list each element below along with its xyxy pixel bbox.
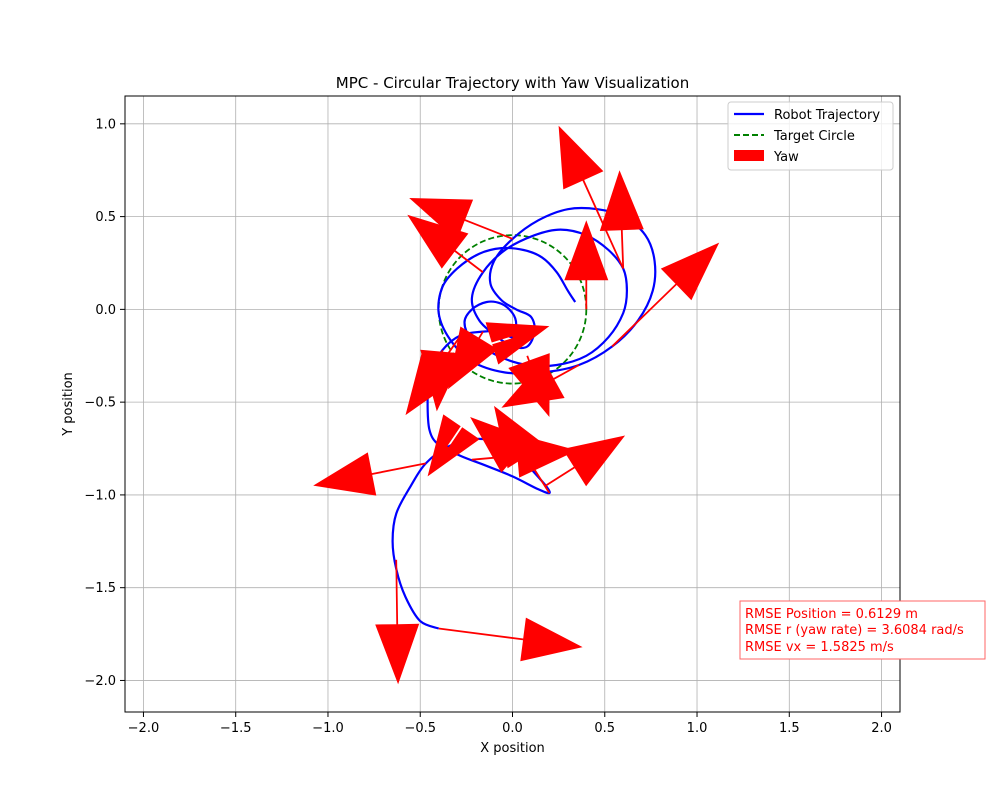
- y-tick-label: −2.0: [84, 674, 116, 689]
- yaw-arrow: [611, 242, 720, 348]
- y-tick-label: −0.5: [84, 396, 116, 411]
- plot-area: [313, 125, 720, 685]
- x-tick-label: −1.5: [220, 721, 252, 736]
- rmse-vx-text: RMSE vx = 1.5825 m/s: [745, 640, 894, 655]
- rmse-position-text: RMSE Position = 0.6129 m: [745, 607, 918, 622]
- yaw-arrow: [313, 452, 426, 496]
- yaw-arrow: [375, 559, 420, 685]
- grid: [125, 96, 900, 712]
- yaw-arrow: [599, 170, 644, 269]
- yaw-arrow: [545, 435, 626, 487]
- axis-ticks: −2.0 −1.5 −1.0 −0.5 0.0 0.5 1.0 1.5 2.0 −2.0 −1.5 −…: [84, 117, 891, 736]
- legend: Robot Trajectory Target Circle Yaw: [727, 101, 894, 171]
- yaw-arrow: [407, 214, 484, 273]
- yaw-arrow: [508, 353, 550, 417]
- y-tick-label: −1.5: [84, 581, 116, 596]
- legend-target-circle-label: Target Circle: [773, 129, 855, 144]
- legend-robot-trajectory-label: Robot Trajectory: [774, 108, 880, 123]
- yaw-arrow: [485, 322, 550, 365]
- x-tick-label: 1.0: [687, 721, 708, 736]
- yaw-arrow: [470, 417, 532, 473]
- y-tick-label: 1.0: [95, 117, 116, 132]
- rmse-annotation: RMSE Position = 0.6129 m RMSE r (yaw rat…: [739, 600, 986, 660]
- yaw-arrow: [447, 326, 498, 390]
- x-axis-label: X position: [480, 741, 545, 756]
- chart-title: MPC - Circular Trajectory with Yaw Visua…: [336, 74, 689, 92]
- rmse-yaw-rate-text: RMSE r (yaw rate) = 3.6084 rad/s: [745, 623, 964, 638]
- y-axis-label: Y position: [61, 372, 76, 437]
- x-tick-label: −2.0: [128, 721, 160, 736]
- x-tick-label: −1.0: [312, 721, 344, 736]
- x-tick-label: 0.5: [594, 721, 615, 736]
- x-tick-label: 1.5: [779, 721, 800, 736]
- yaw-arrow: [409, 198, 513, 241]
- yaw-arrow: [494, 405, 551, 494]
- legend-box: [727, 101, 894, 171]
- y-tick-label: 0.0: [95, 303, 116, 318]
- x-tick-label: 2.0: [871, 721, 892, 736]
- y-tick-label: −1.0: [84, 488, 116, 503]
- yaw-arrow: [427, 414, 480, 477]
- y-tick-label: 0.5: [95, 210, 116, 225]
- legend-yaw-label: Yaw: [773, 150, 799, 165]
- x-tick-label: 0.0: [502, 721, 523, 736]
- rmse-annotation-box: [739, 600, 986, 660]
- x-tick-label: −0.5: [404, 721, 436, 736]
- yaw-arrow: [564, 220, 609, 310]
- legend-yaw-patch: [734, 150, 764, 161]
- yaw-arrow: [438, 617, 583, 662]
- yaw-arrow: [558, 125, 624, 269]
